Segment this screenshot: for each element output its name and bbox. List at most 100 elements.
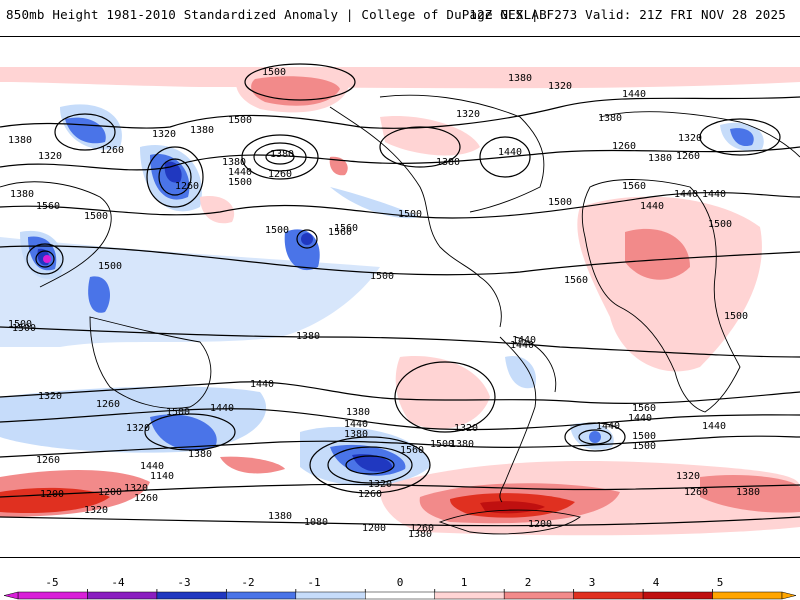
height-contours [0, 63, 800, 527]
colorbar-tick-label: 3 [588, 576, 596, 589]
colorbar-segment [365, 591, 435, 600]
colorbar-segment [642, 591, 713, 600]
contour-label: 1380 [296, 331, 320, 342]
colorbar-tick-marks [87, 589, 713, 592]
negative-anomaly-shading [0, 104, 764, 486]
contour-label: 1260 [96, 399, 120, 410]
contour-label: 1440 [622, 89, 646, 100]
colorbar: -5 -4 -3 -2 -1 0 1 2 3 4 5 [0, 562, 800, 600]
contour-label: 1500 [166, 407, 190, 418]
colorbar-tick-label: -4 [111, 576, 125, 589]
contour-label: 1200 [362, 523, 386, 534]
contour-label: 1200 [98, 487, 122, 498]
contour-label: 1440 [702, 421, 726, 432]
contour-label: 1380 [268, 511, 292, 522]
contour-label: 1500 [632, 441, 656, 452]
contour-label: 1500 [398, 209, 422, 220]
contour-label: 1560 [334, 223, 358, 234]
contour-label: 1380 [736, 487, 760, 498]
contour-label: 1440 [628, 413, 652, 424]
contour-label: 1500 [84, 211, 108, 222]
colorbar-segment [712, 591, 783, 600]
contour-label: 1500 [262, 67, 286, 78]
contour-label: 1440 [674, 189, 698, 200]
contour-label: 1380 [648, 153, 672, 164]
run-valid-time: 12Z GFS | F273 Valid: 21Z FRI NOV 28 202… [469, 7, 786, 22]
contour-label: 1380 [344, 429, 368, 440]
colorbar-tick-label: 4 [652, 576, 660, 589]
colorbar-scale [3, 589, 797, 600]
contour-label: 1320 [454, 423, 478, 434]
contour-label: 1320 [84, 505, 108, 516]
contour-label: 1260 [684, 487, 708, 498]
contour-label: 1380 [190, 125, 214, 136]
colorbar-segment [295, 591, 366, 600]
contour-label: 1320 [676, 471, 700, 482]
contour-label: 1500 [632, 431, 656, 442]
contour-label: 1380 [346, 407, 370, 418]
contour-label: 1440 [228, 167, 252, 178]
contour-label: 1500 [12, 323, 36, 334]
contour-label: 1500 [228, 115, 252, 126]
colorbar-min-arrow [3, 591, 19, 600]
anomaly-map[interactable]: 1500 1380 1320 1440 1500 1380 1320 1260 … [0, 37, 800, 558]
map-title: 850mb Height 1981-2010 Standardized Anom… [6, 7, 547, 22]
contour-label: 1440 [140, 461, 164, 472]
colorbar-segment [434, 591, 505, 600]
contour-label: 1500 [724, 311, 748, 322]
contour-label: 1560 [632, 403, 656, 414]
colorbar-tick-label: 2 [524, 576, 532, 589]
contour-label: 1440 [640, 201, 664, 212]
colorbar-segment [17, 591, 88, 600]
contour-labels: 1500 1380 1320 1440 1500 1380 1320 1260 … [8, 67, 760, 540]
colorbar-tick-label: 0 [396, 576, 404, 589]
contour-label: 1560 [400, 445, 424, 456]
contour-label: 1320 [152, 129, 176, 140]
contour-label: 1560 [622, 181, 646, 192]
contour-label: 1320 [38, 391, 62, 402]
contour-label: 1320 [456, 109, 480, 120]
contour-label: 1260 [36, 455, 60, 466]
colorbar-tick-label: -2 [241, 576, 255, 589]
contour-label: 1380 [450, 439, 474, 450]
contour-label: 1440 [210, 403, 234, 414]
contour-label: 1380 [10, 189, 34, 200]
contour-label: 1440 [510, 340, 534, 351]
contour-label: 1260 [612, 141, 636, 152]
map-panel[interactable]: 1500 1380 1320 1440 1500 1380 1320 1260 … [0, 36, 800, 558]
colorbar-segment [87, 591, 158, 600]
contour-label: 1260 [268, 169, 292, 180]
contour-label: 1440 [498, 147, 522, 158]
contour-label: 1320 [124, 483, 148, 494]
coastlines [0, 94, 800, 535]
colorbar-tick-label: 1 [460, 576, 468, 589]
contour-label: 1260 [410, 523, 434, 534]
contour-label: 1260 [358, 489, 382, 500]
contour-label: 1200 [528, 519, 552, 530]
contour-label: 1500 [228, 177, 252, 188]
contour-label: 1380 [270, 149, 294, 160]
contour-label: 1500 [370, 271, 394, 282]
contour-label: 1320 [126, 423, 150, 434]
contour-label: 1440 [250, 379, 274, 390]
contour-label: 1560 [328, 227, 352, 238]
contour-label: 1260 [175, 181, 199, 192]
contour-label: 1320 [368, 479, 392, 490]
colorbar-max-arrow [781, 591, 797, 600]
contour-label: 1560 [36, 201, 60, 212]
contour-label: 1440 [344, 419, 368, 430]
colorbar-tick-label: 5 [716, 576, 724, 589]
contour-label: 1260 [676, 151, 700, 162]
contour-label: 1200 [40, 489, 64, 500]
contour-label: 1140 [150, 471, 174, 482]
contour-label: 1320 [678, 133, 702, 144]
colorbar-tick-label: -5 [45, 576, 59, 589]
contour-label: 1440 [702, 189, 726, 200]
colorbar-segment [226, 591, 297, 600]
contour-label: 1320 [38, 151, 62, 162]
contour-label: 1500 [98, 261, 122, 272]
contour-label: 1260 [100, 145, 124, 156]
colorbar-segment [156, 591, 227, 600]
contour-label: 1500 [265, 225, 289, 236]
contour-label: 1260 [134, 493, 158, 504]
